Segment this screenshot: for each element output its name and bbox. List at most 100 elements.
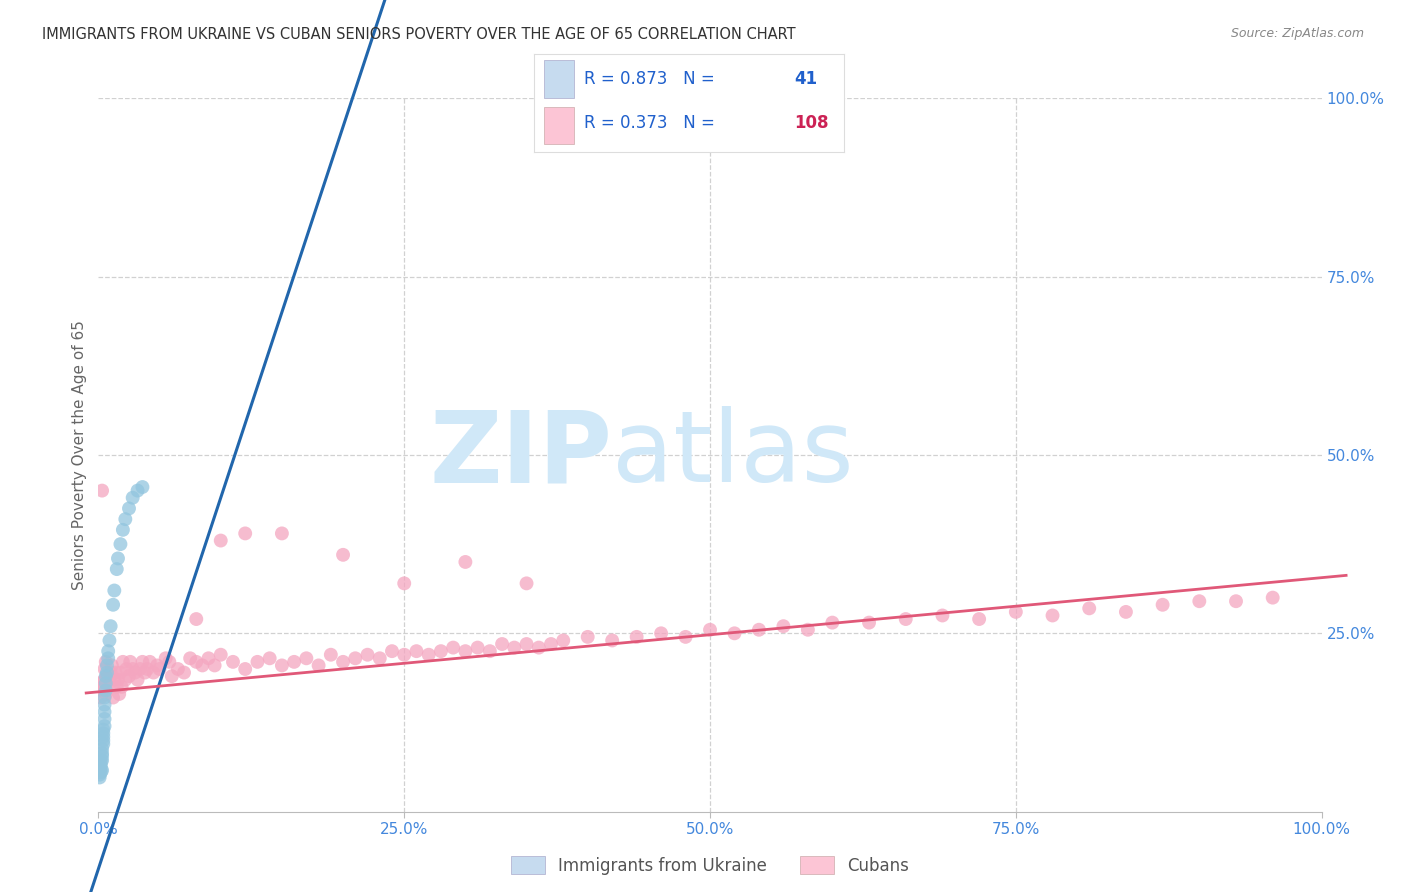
Point bbox=[100, 665, 122, 680]
Point bbox=[491, 637, 513, 651]
Point bbox=[478, 644, 501, 658]
Point bbox=[94, 676, 117, 690]
Point bbox=[111, 523, 134, 537]
Point bbox=[101, 658, 124, 673]
Point bbox=[114, 512, 136, 526]
Point bbox=[107, 551, 129, 566]
Point bbox=[797, 623, 820, 637]
Point bbox=[103, 583, 125, 598]
Point bbox=[748, 623, 770, 637]
Point bbox=[101, 598, 124, 612]
Point bbox=[94, 655, 117, 669]
Point bbox=[858, 615, 880, 630]
Text: 41: 41 bbox=[794, 70, 817, 87]
Point bbox=[821, 615, 844, 630]
Text: IMMIGRANTS FROM UKRAINE VS CUBAN SENIORS POVERTY OVER THE AGE OF 65 CORRELATION : IMMIGRANTS FROM UKRAINE VS CUBAN SENIORS… bbox=[42, 27, 796, 42]
Bar bbox=[544, 106, 575, 144]
Point bbox=[967, 612, 990, 626]
Point bbox=[118, 669, 141, 683]
Point bbox=[91, 764, 114, 778]
Text: R = 0.373   N =: R = 0.373 N = bbox=[583, 113, 720, 132]
Point bbox=[675, 630, 697, 644]
Point bbox=[344, 651, 367, 665]
Point bbox=[931, 608, 953, 623]
Point bbox=[124, 665, 146, 680]
Point bbox=[96, 665, 118, 680]
Text: atlas: atlas bbox=[612, 407, 853, 503]
Point bbox=[91, 746, 114, 760]
Point bbox=[515, 637, 537, 651]
Point bbox=[160, 669, 183, 683]
Point bbox=[91, 753, 114, 767]
Point bbox=[111, 680, 134, 694]
Point bbox=[98, 633, 121, 648]
Point bbox=[97, 644, 120, 658]
Y-axis label: Seniors Poverty Over the Age of 65: Seniors Poverty Over the Age of 65 bbox=[72, 320, 87, 590]
Point bbox=[100, 619, 122, 633]
Point bbox=[93, 690, 115, 705]
Point bbox=[368, 651, 391, 665]
Point bbox=[454, 555, 477, 569]
Point bbox=[191, 658, 214, 673]
Point bbox=[157, 655, 180, 669]
Point bbox=[392, 576, 416, 591]
Point bbox=[96, 658, 118, 673]
Point bbox=[127, 483, 149, 498]
Point bbox=[515, 576, 537, 591]
Point bbox=[131, 480, 153, 494]
Point bbox=[101, 690, 124, 705]
Point bbox=[209, 648, 232, 662]
Point bbox=[129, 662, 152, 676]
Point bbox=[90, 755, 112, 769]
Point bbox=[246, 655, 269, 669]
Point bbox=[91, 726, 114, 740]
Point bbox=[127, 673, 149, 687]
Point bbox=[503, 640, 526, 655]
Point bbox=[146, 658, 169, 673]
Point bbox=[209, 533, 232, 548]
Point bbox=[93, 712, 115, 726]
Point bbox=[233, 526, 256, 541]
Point bbox=[90, 758, 112, 772]
Point bbox=[356, 648, 378, 662]
Point bbox=[1042, 608, 1064, 623]
Point bbox=[149, 662, 172, 676]
Point bbox=[91, 730, 114, 744]
Point bbox=[186, 612, 208, 626]
Point bbox=[89, 676, 111, 690]
Text: 108: 108 bbox=[794, 113, 828, 132]
Point bbox=[179, 651, 201, 665]
Point bbox=[1004, 605, 1026, 619]
Point bbox=[111, 655, 134, 669]
Point bbox=[600, 633, 623, 648]
Point bbox=[105, 562, 128, 576]
Point bbox=[136, 662, 159, 676]
Point bbox=[91, 680, 114, 694]
Point bbox=[332, 655, 354, 669]
Point bbox=[650, 626, 672, 640]
Point bbox=[110, 537, 132, 551]
Point bbox=[430, 644, 453, 658]
Point bbox=[454, 644, 477, 658]
Point bbox=[93, 705, 115, 719]
Text: ZIP: ZIP bbox=[429, 407, 612, 503]
Point bbox=[97, 680, 120, 694]
Point bbox=[94, 687, 117, 701]
Point bbox=[93, 662, 115, 676]
Point bbox=[139, 655, 162, 669]
Point bbox=[94, 669, 117, 683]
Point bbox=[94, 683, 117, 698]
Point bbox=[723, 626, 745, 640]
Point bbox=[467, 640, 489, 655]
Point bbox=[96, 669, 118, 683]
Point bbox=[894, 612, 917, 626]
Point bbox=[626, 630, 648, 644]
Point bbox=[115, 662, 138, 676]
Point bbox=[91, 483, 114, 498]
Point bbox=[699, 623, 721, 637]
Point bbox=[405, 644, 427, 658]
Point bbox=[1188, 594, 1211, 608]
Point bbox=[186, 655, 208, 669]
Text: R = 0.873   N =: R = 0.873 N = bbox=[583, 70, 725, 87]
Point bbox=[134, 665, 156, 680]
